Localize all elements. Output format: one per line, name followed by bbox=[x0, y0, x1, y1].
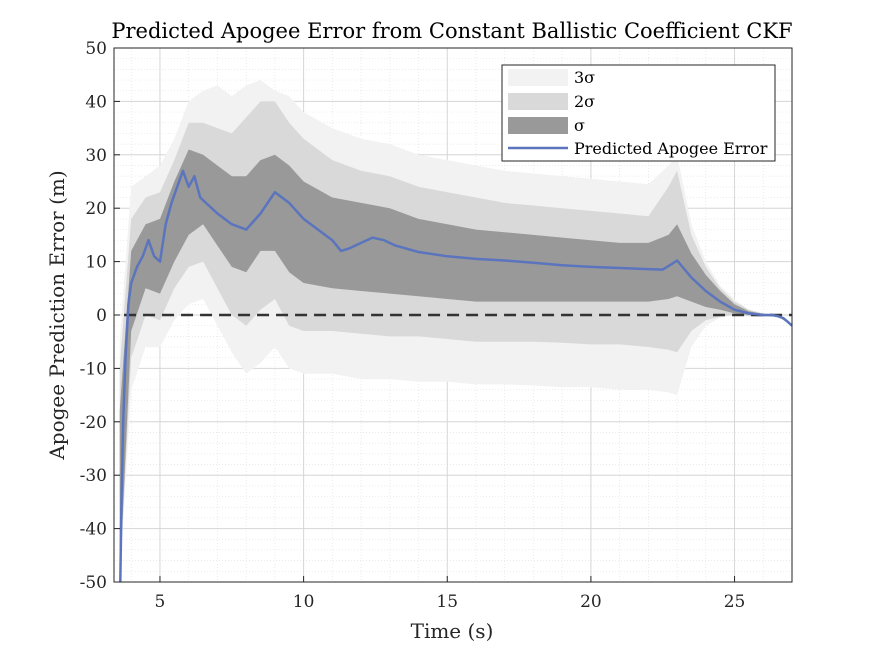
y-tick-label: 40 bbox=[85, 92, 107, 112]
x-tick-label: 20 bbox=[580, 592, 602, 612]
legend: 3σ 2σ σ Predicted Apogee Error bbox=[501, 64, 776, 162]
y-tick-label: -50 bbox=[80, 573, 107, 593]
legend-swatch-2sigma bbox=[508, 93, 568, 110]
y-tick-label: 10 bbox=[85, 253, 107, 273]
y-tick-label: -10 bbox=[80, 359, 107, 379]
y-tick-label: -20 bbox=[80, 413, 107, 433]
x-tick-label: 25 bbox=[724, 592, 746, 612]
series-line-predicted-apogee-error bbox=[119, 169, 793, 583]
x-tick-label: 15 bbox=[436, 592, 458, 612]
y-tick-label: 0 bbox=[96, 306, 107, 326]
x-tick-label: 5 bbox=[155, 592, 166, 612]
y-tick-label: 20 bbox=[85, 199, 107, 219]
legend-swatch-sigma bbox=[508, 117, 568, 134]
y-tick-label: 30 bbox=[85, 146, 107, 166]
chart-title: Predicted Apogee Error from Constant Bal… bbox=[111, 19, 792, 43]
legend-label-predicted-apogee-error: Predicted Apogee Error bbox=[574, 139, 768, 158]
y-tick-label: 50 bbox=[85, 39, 107, 59]
y-axis-label: Apogee Prediction Error (m) bbox=[45, 170, 69, 460]
uncertainty-bands bbox=[119, 80, 792, 583]
y-axis-ticks: -50 -40 -30 -20 -10 0 10 20 30 40 50 bbox=[80, 39, 120, 593]
legend-label-2sigma: 2σ bbox=[574, 92, 595, 111]
legend-label-3sigma: 3σ bbox=[574, 68, 595, 87]
x-axis-ticks: 5 10 15 20 25 bbox=[155, 576, 746, 612]
legend-swatch-3sigma bbox=[508, 69, 568, 86]
y-tick-label: -40 bbox=[80, 520, 107, 540]
x-tick-label: 10 bbox=[293, 592, 315, 612]
x-axis-label: Time (s) bbox=[411, 619, 494, 643]
band-sigma bbox=[119, 149, 792, 582]
legend-label-sigma: σ bbox=[574, 116, 585, 135]
y-tick-label: -30 bbox=[80, 466, 107, 486]
